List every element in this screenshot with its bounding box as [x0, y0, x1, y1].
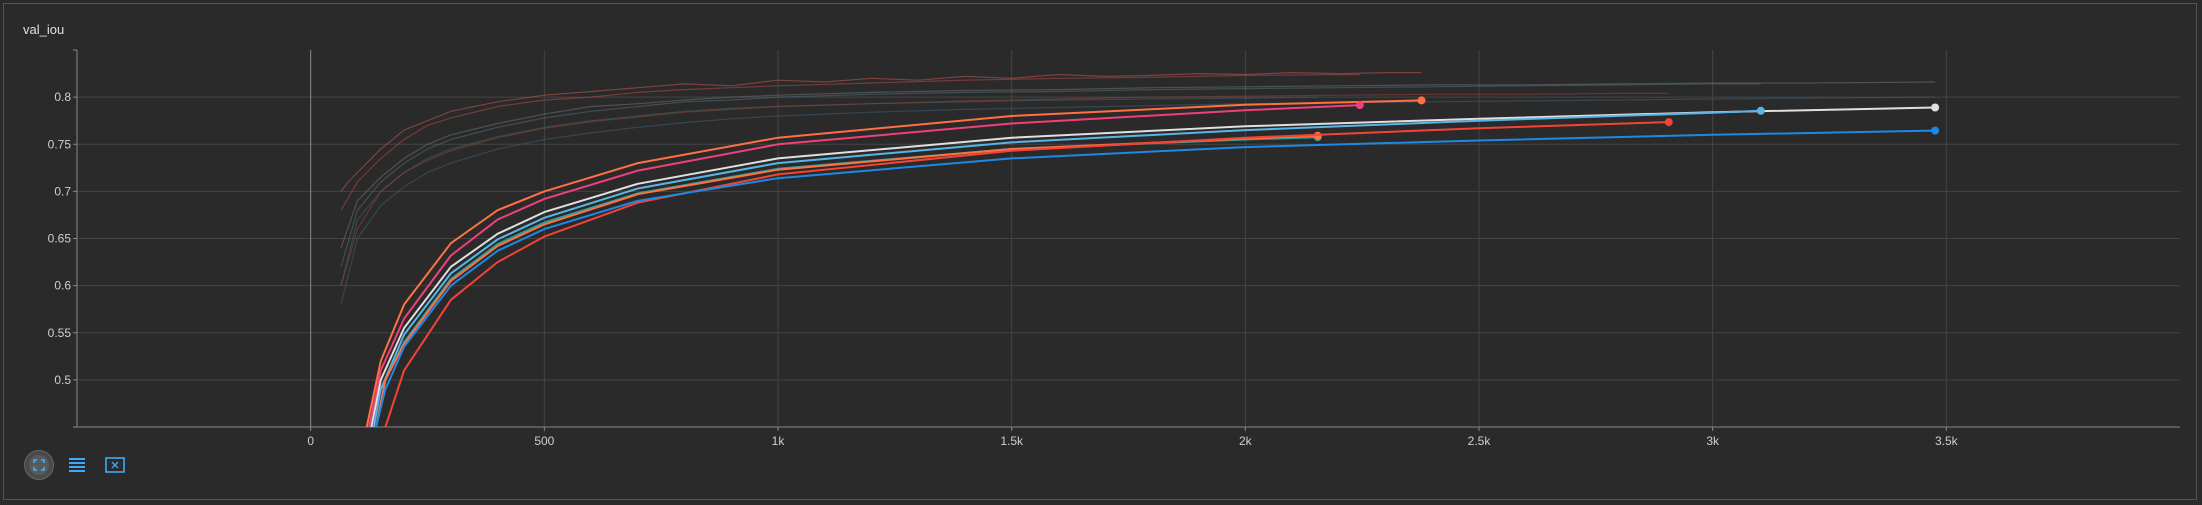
series-end-point-3[interactable] [1756, 106, 1765, 115]
x-tick-label: 3.5k [1935, 434, 1959, 448]
raw-series-group [340, 71, 1936, 305]
series-end-point-1[interactable] [1355, 101, 1364, 110]
series-end-point-6[interactable] [1664, 118, 1673, 127]
y-tick-label: 0.75 [48, 137, 72, 151]
y-tick-label: 0.7 [54, 184, 71, 198]
x-tick-label: 2.5k [1468, 434, 1492, 448]
raw-series-line-2[interactable] [340, 81, 1936, 249]
x-tick-label: 1k [772, 434, 786, 448]
raw-series-line-6[interactable] [340, 96, 1936, 305]
chart-title: val_iou [23, 22, 65, 37]
series-line-3[interactable] [372, 109, 1761, 428]
series-line-1[interactable] [368, 104, 1360, 428]
series-line-4[interactable] [375, 136, 1318, 428]
y-tick-label: 0.55 [48, 326, 72, 340]
axes [73, 49, 2180, 431]
y-tick-label: 0.8 [54, 90, 71, 104]
toggle-log-icon [69, 458, 85, 472]
fit-domain-icon [29, 455, 49, 475]
series-end-point-7[interactable] [1931, 126, 1940, 135]
y-tick-label: 0.65 [48, 232, 72, 246]
series-line-2[interactable] [370, 106, 1936, 428]
x-tick-label: 1.5k [1000, 434, 1024, 448]
series-end-point-0[interactable] [1417, 96, 1426, 105]
raw-series-line-0[interactable] [340, 71, 1422, 192]
fit-domain-button[interactable] [24, 450, 54, 480]
x-tick-label: 500 [534, 434, 554, 448]
series-line-5[interactable] [375, 134, 1318, 428]
series-line-6[interactable] [384, 121, 1669, 428]
expand-button[interactable] [100, 450, 130, 480]
y-tick-label: 0.5 [54, 373, 71, 387]
tick-labels: 0.5 0.55 0.6 0.65 0.7 0.75 0.8 0 500 1k 1.5k 2k 2.5k… [48, 90, 1959, 448]
series-line-7[interactable] [375, 129, 1936, 428]
series-end-point-2[interactable] [1931, 103, 1940, 112]
x-tick-label: 3k [1706, 434, 1720, 448]
raw-series-line-1[interactable] [340, 73, 1360, 211]
raw-series-line-3[interactable] [340, 83, 1761, 267]
x-tick-label: 0 [307, 434, 314, 448]
toggle-log-button[interactable] [62, 450, 92, 480]
chart-toolbar [24, 450, 130, 480]
x-tick-label: 2k [1239, 434, 1253, 448]
expand-icon [105, 457, 125, 473]
series-line-0[interactable] [365, 99, 1422, 428]
y-tick-label: 0.6 [54, 279, 71, 293]
smoothed-series-group [365, 96, 1940, 428]
raw-series-line-5[interactable] [340, 92, 1669, 286]
